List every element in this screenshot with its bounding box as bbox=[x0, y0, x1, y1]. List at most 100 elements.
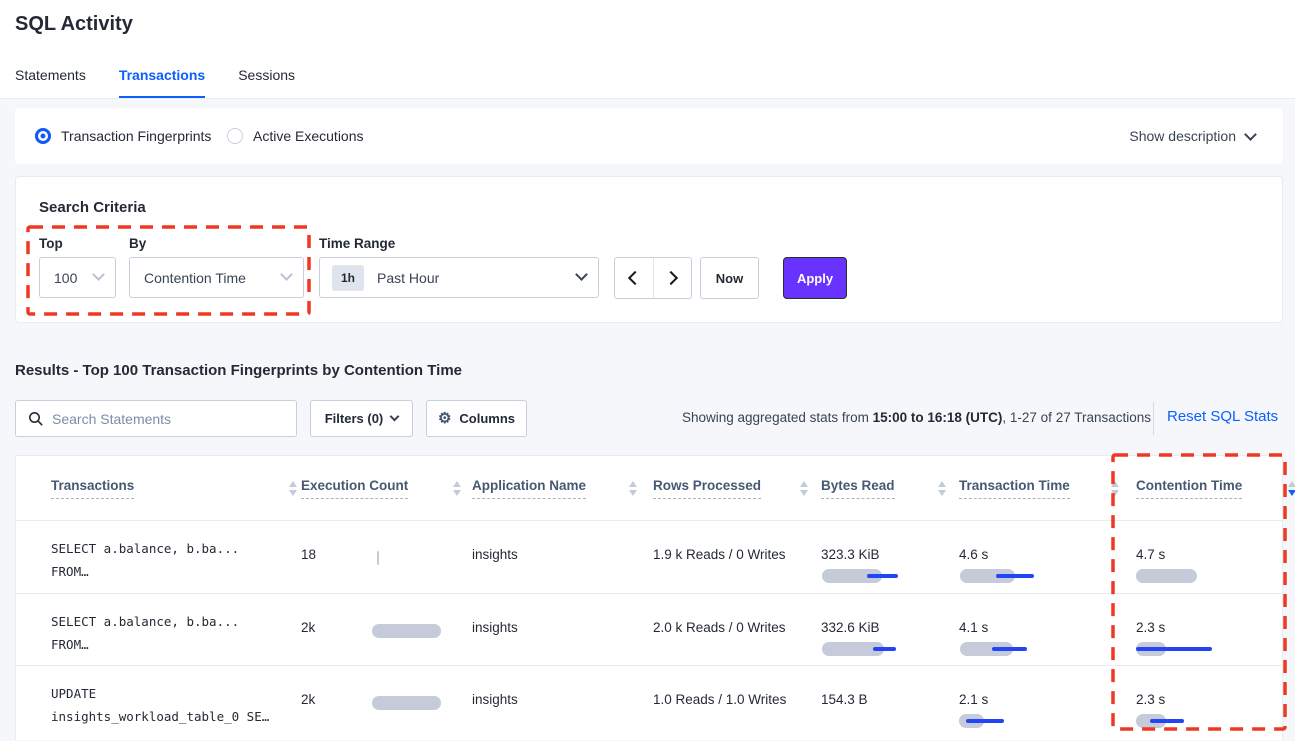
transactions-table: Transactions Execution Count Application… bbox=[15, 455, 1295, 741]
table-row[interactable]: SELECT a.balance, b.ba... FROM… 2k insig… bbox=[16, 593, 1282, 665]
bytes-read-cell: 332.6 KiB bbox=[821, 594, 946, 665]
next-time-range-button[interactable] bbox=[652, 258, 692, 298]
sort-icon[interactable] bbox=[1111, 481, 1119, 496]
column-header-transaction-time[interactable]: Transaction Time bbox=[959, 456, 1119, 521]
sort-icon-active-desc[interactable] bbox=[1288, 481, 1295, 496]
execution-count-cell: 18 bbox=[301, 521, 461, 593]
time-range-badge: 1h bbox=[332, 264, 365, 291]
radio-label: Active Executions bbox=[253, 128, 364, 144]
sort-icon[interactable] bbox=[453, 481, 461, 496]
column-header-contention-time[interactable]: Contention Time bbox=[1136, 456, 1295, 521]
tab-bar: Statements Transactions Sessions bbox=[15, 67, 295, 98]
transaction-time-cell: 4.6 s bbox=[959, 521, 1119, 593]
contention-time-stddev-line bbox=[1150, 719, 1184, 723]
transaction-fingerprint-link[interactable]: SELECT a.balance, b.ba... FROM… bbox=[51, 614, 240, 652]
contention-time-stddev-line bbox=[1136, 647, 1212, 651]
time-range-nav bbox=[614, 257, 692, 299]
execution-count-bar bbox=[372, 624, 441, 638]
column-header-transactions[interactable]: Transactions bbox=[51, 456, 297, 521]
top-label: Top bbox=[39, 236, 63, 251]
top-select[interactable]: 100 bbox=[39, 257, 116, 298]
apply-button[interactable]: Apply bbox=[783, 257, 847, 299]
show-description-toggle[interactable]: Show description bbox=[1129, 108, 1257, 164]
transaction-time-stddev-line bbox=[966, 719, 1004, 723]
execution-count-cell: 2k bbox=[301, 666, 461, 741]
column-header-application-name[interactable]: Application Name bbox=[472, 456, 637, 521]
chevron-right-icon bbox=[663, 270, 678, 286]
by-label: By bbox=[129, 236, 147, 251]
chevron-left-icon bbox=[628, 270, 643, 286]
transaction-fingerprint-link[interactable]: SELECT a.balance, b.ba... FROM… bbox=[51, 541, 240, 579]
search-criteria-panel: Search Criteria Top By Time Range 100 Co… bbox=[15, 176, 1283, 323]
radio-active-executions[interactable]: Active Executions bbox=[227, 108, 364, 164]
reset-sql-stats-link[interactable]: Reset SQL Stats bbox=[1167, 408, 1279, 425]
bytes-read-bar bbox=[822, 569, 882, 583]
radio-transaction-fingerprints[interactable]: Transaction Fingerprints bbox=[35, 108, 211, 164]
sort-icon[interactable] bbox=[800, 481, 808, 496]
search-statements-input[interactable] bbox=[52, 402, 292, 435]
gear-icon: ⚙ bbox=[437, 410, 452, 427]
sort-icon[interactable] bbox=[629, 481, 637, 496]
rows-processed-cell: 1.0 Reads / 1.0 Writes bbox=[653, 692, 787, 707]
aggregated-stats-text: Showing aggregated stats from 15:00 to 1… bbox=[682, 410, 1151, 425]
transaction-fingerprint-link[interactable]: UPDATE insights_workload_table_0 SE… bbox=[51, 686, 270, 724]
chevron-down-icon bbox=[1244, 127, 1257, 141]
sort-icon[interactable] bbox=[289, 481, 297, 496]
previous-time-range-button[interactable] bbox=[615, 258, 653, 298]
contention-time-cell: 4.7 s bbox=[1136, 521, 1295, 593]
chevron-down-icon bbox=[92, 268, 105, 281]
filters-button[interactable]: Filters (0) bbox=[310, 400, 413, 437]
chevron-down-icon bbox=[575, 268, 588, 281]
execution-count-cell: 2k bbox=[301, 594, 461, 665]
chevron-down-icon bbox=[280, 268, 293, 281]
execution-count-bar bbox=[377, 551, 379, 565]
contention-time-cell: 2.3 s bbox=[1136, 594, 1295, 665]
sort-icon[interactable] bbox=[938, 481, 946, 496]
column-header-bytes-read[interactable]: Bytes Read bbox=[821, 456, 946, 521]
application-name-cell: insights bbox=[472, 620, 518, 635]
table-row[interactable]: SELECT a.balance, b.ba... FROM… 18 insig… bbox=[16, 521, 1282, 593]
bytes-read-bar bbox=[822, 642, 884, 656]
search-icon bbox=[29, 412, 43, 426]
rows-processed-cell: 1.9 k Reads / 0 Writes bbox=[653, 547, 786, 562]
bytes-read-cell: 323.3 KiB bbox=[821, 521, 946, 593]
table-row[interactable]: UPDATE insights_workload_table_0 SE… 2k … bbox=[16, 665, 1282, 741]
contention-time-cell: 2.3 s bbox=[1136, 666, 1295, 741]
transaction-time-cell: 4.1 s bbox=[959, 594, 1119, 665]
by-select[interactable]: Contention Time bbox=[129, 257, 304, 298]
columns-button[interactable]: ⚙ Columns bbox=[426, 400, 527, 437]
chevron-down-icon bbox=[389, 411, 400, 422]
page-title: SQL Activity bbox=[15, 13, 133, 35]
results-toolbar: Filters (0) ⚙ Columns Showing aggregated… bbox=[15, 400, 1283, 437]
tab-transactions[interactable]: Transactions bbox=[118, 67, 206, 98]
time-range-label: Time Range bbox=[319, 236, 396, 251]
now-button[interactable]: Now bbox=[700, 257, 759, 299]
contention-time-bar bbox=[1136, 569, 1197, 583]
transaction-time-stddev-line bbox=[996, 574, 1034, 578]
search-criteria-heading: Search Criteria bbox=[39, 199, 146, 216]
rows-processed-cell: 2.0 k Reads / 0 Writes bbox=[653, 620, 786, 635]
bytes-read-stddev-line bbox=[873, 647, 896, 651]
radio-selected-icon bbox=[35, 128, 51, 144]
tab-statements[interactable]: Statements bbox=[15, 67, 86, 83]
radio-unselected-icon bbox=[227, 128, 243, 144]
bytes-read-stddev-line bbox=[867, 574, 898, 578]
execution-count-bar bbox=[372, 696, 441, 710]
application-name-cell: insights bbox=[472, 692, 518, 707]
page-header: SQL Activity Statements Transactions Ses… bbox=[0, 0, 1295, 99]
results-heading: Results - Top 100 Transaction Fingerprin… bbox=[15, 362, 463, 379]
transaction-time-bar bbox=[960, 642, 1013, 656]
column-header-rows-processed[interactable]: Rows Processed bbox=[653, 456, 808, 521]
tab-sessions[interactable]: Sessions bbox=[238, 67, 296, 83]
view-toggle-bar: Transaction Fingerprints Active Executio… bbox=[15, 108, 1283, 164]
column-header-execution-count[interactable]: Execution Count bbox=[301, 456, 461, 521]
time-range-select[interactable]: 1h Past Hour bbox=[319, 257, 599, 298]
transaction-time-stddev-line bbox=[992, 647, 1027, 651]
search-statements-box bbox=[15, 400, 297, 437]
transaction-time-cell: 2.1 s bbox=[959, 666, 1119, 741]
toolbar-divider bbox=[1153, 402, 1154, 435]
transaction-time-bar bbox=[960, 569, 1015, 583]
bytes-read-cell: 154.3 B bbox=[821, 692, 868, 707]
application-name-cell: insights bbox=[472, 547, 518, 562]
table-header-row: Transactions Execution Count Application… bbox=[16, 456, 1295, 521]
